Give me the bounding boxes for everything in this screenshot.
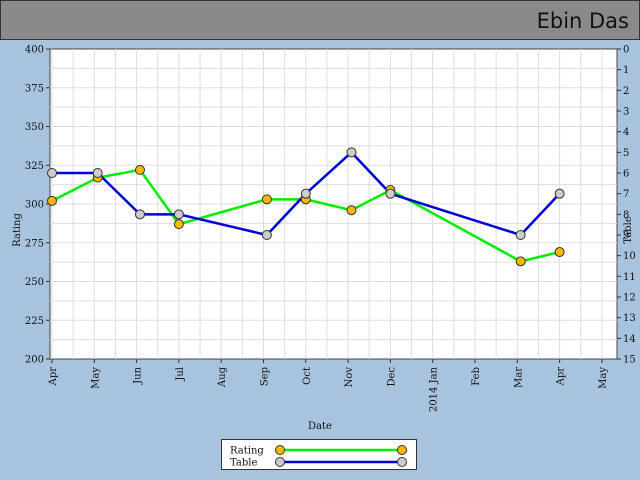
series-line-table [52, 151, 561, 237]
legend-label: Table [230, 458, 257, 469]
left-tick-label: 400 [25, 45, 44, 56]
x-tick-label: Aug [217, 366, 228, 388]
right-tick-label: 1 [623, 65, 629, 76]
left-tick-label: 300 [25, 200, 44, 211]
data-point-rating [47, 195, 57, 206]
right-tick-label: 8 [623, 210, 629, 221]
legend-label: Rating [230, 446, 264, 457]
right-tick-label: 14 [623, 334, 636, 345]
left-tick-label: 375 [25, 83, 44, 94]
data-point-rating [346, 205, 357, 216]
right-tick-label: 13 [623, 313, 636, 324]
right-axis-title: Table [623, 216, 634, 243]
x-tick-label: Mar [513, 367, 524, 388]
legend-marker [397, 457, 407, 467]
right-tick-label: 6 [623, 169, 629, 180]
x-tick-label: Jul [175, 367, 186, 382]
left-axis: 200 225 250 275 300 325 350 375 400 [25, 45, 50, 366]
x-tick-label: May [90, 367, 101, 389]
right-tick-label: 5 [623, 148, 629, 159]
data-point-rating [173, 219, 184, 230]
data-point-table [346, 147, 357, 158]
data-point-rating [554, 247, 565, 258]
data-point-rating [515, 256, 526, 267]
data-point-rating [134, 164, 145, 175]
right-tick-label: 11 [623, 272, 636, 283]
x-tick-label: 2014 Jan [429, 366, 440, 412]
data-point-table [261, 230, 272, 240]
x-tick-label: Dec [386, 367, 397, 387]
series-line-rating [51, 168, 560, 263]
x-tick-label: Jun [133, 366, 144, 384]
legend-marker [397, 445, 407, 455]
right-tick-label: 10 [623, 251, 636, 262]
left-axis-title: Rating [12, 213, 23, 247]
left-tick-label: 225 [25, 316, 44, 327]
right-tick-label: 7 [623, 189, 629, 200]
x-tick-label: Feb [471, 367, 482, 386]
right-tick-label: 9 [623, 231, 629, 242]
x-tick-label: Oct [302, 367, 313, 385]
x-tick-label: Sep [260, 367, 271, 386]
x-axis: Apr May Jun Jul Aug Sep Oct Nov Dec 2014 Jan Feb Ma… [48, 359, 609, 412]
chart-title: Ebin Das [536, 9, 629, 33]
data-point-rating [261, 194, 272, 205]
chart-header: Ebin Das [0, 0, 640, 40]
data-point-table [515, 230, 526, 240]
x-tick-label: May [598, 367, 609, 389]
x-tick-label: Apr [556, 367, 567, 387]
right-tick-label: 12 [623, 293, 636, 304]
legend-marker [275, 457, 285, 467]
x-axis-title: Date [308, 421, 332, 432]
left-tick-label: 325 [25, 161, 44, 172]
series-layer [47, 147, 565, 267]
grid [50, 49, 617, 359]
x-tick-label: Nov [344, 367, 355, 388]
legend: Rating Table [221, 439, 417, 470]
left-tick-label: 200 [25, 355, 44, 366]
x-tick-label: Apr [48, 367, 59, 387]
legend-marker [275, 445, 285, 455]
right-tick-label: 15 [623, 355, 636, 366]
data-point-table [173, 209, 184, 220]
data-point-table [554, 188, 565, 199]
right-tick-label: 3 [623, 107, 629, 118]
data-point-table [385, 188, 396, 199]
left-tick-label: 250 [25, 277, 44, 288]
left-tick-label: 275 [25, 238, 44, 249]
right-tick-label: 0 [623, 45, 629, 56]
right-tick-label: 2 [623, 86, 629, 97]
data-point-table [300, 188, 311, 199]
data-point-table [134, 209, 145, 220]
left-tick-label: 350 [25, 122, 44, 133]
data-point-table [47, 168, 57, 178]
data-point-table [92, 168, 103, 178]
right-tick-label: 4 [623, 127, 629, 138]
